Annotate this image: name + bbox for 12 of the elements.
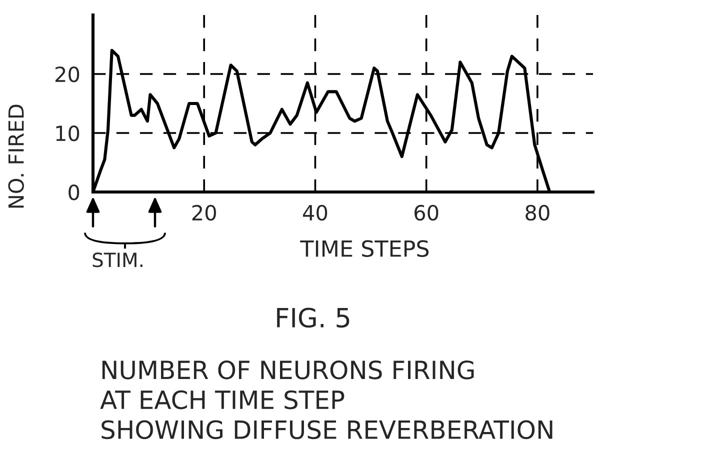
y-tick-label: 0 (68, 184, 80, 200)
text: NUMBER OF NEURONS FIRING AT EACH TIME STEP SHOWING DIFFUSE REVERBERATION (100, 360, 552, 440)
y-tick-label: 20 (56, 66, 80, 82)
x-axis-title: TIME STEPS (300, 240, 429, 257)
text: FIG. 5 (277, 308, 350, 328)
x-tick-label: 20 (192, 204, 216, 221)
x-tick-label: 60 (414, 204, 438, 221)
y-tick-label: 10 (56, 125, 80, 142)
x-tick-label: 40 (302, 204, 328, 221)
text: STIM. (92, 252, 142, 268)
y-axis-title: NO. FIRED (8, 104, 24, 208)
x-tick-label: 80 (526, 204, 550, 221)
